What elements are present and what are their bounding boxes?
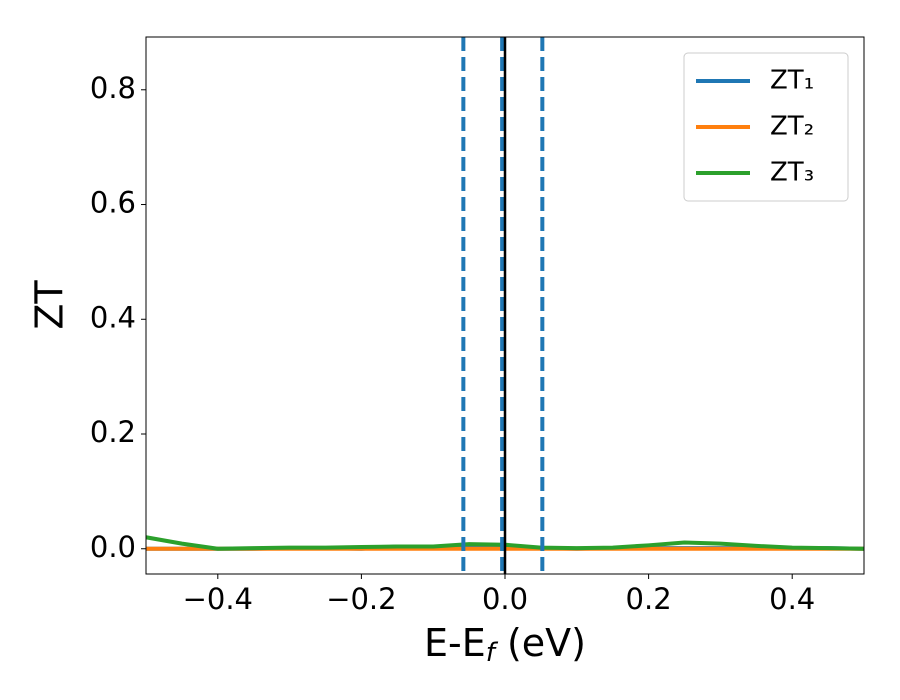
x-tick-label: 0.2 xyxy=(626,582,672,616)
plot-area xyxy=(146,37,864,574)
legend-label: ZT₃ xyxy=(770,158,814,188)
x-label-unit: (eV) xyxy=(495,621,586,665)
y-tick-label: 0.0 xyxy=(90,530,136,564)
x-tick-label: −0.2 xyxy=(326,582,396,616)
y-tick-label: 0.6 xyxy=(90,186,136,220)
x-tick-label: −0.4 xyxy=(183,582,253,616)
x-axis-label: E-Ef (eV) xyxy=(424,621,586,668)
y-axis-label: ZT xyxy=(28,280,72,330)
legend-label: ZT₂ xyxy=(770,112,814,142)
plot-frame xyxy=(145,36,865,575)
legend-label: ZT₁ xyxy=(770,66,814,96)
x-tick-label: 0.4 xyxy=(769,582,815,616)
y-tick-label: 0.4 xyxy=(90,300,136,334)
x-label-main: E-E xyxy=(424,621,486,665)
x-tick-label: 0.0 xyxy=(482,582,528,616)
y-tick-label: 0.8 xyxy=(90,71,136,105)
legend-box xyxy=(683,52,849,202)
y-tick-label: 0.2 xyxy=(90,415,136,449)
